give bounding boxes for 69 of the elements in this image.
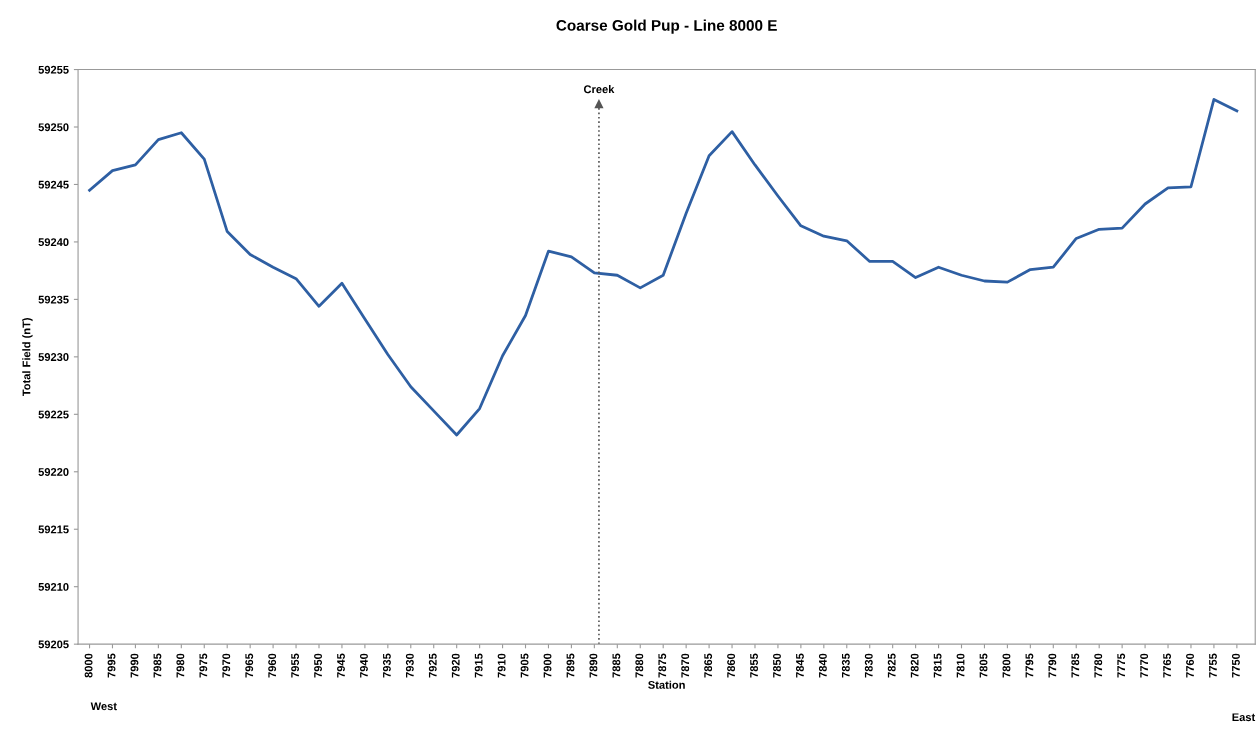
y-tick-label: 59240	[38, 238, 69, 247]
y-tick-label: 59255	[38, 65, 69, 74]
x-tick-label: 7805	[979, 653, 988, 678]
x-tick-label: 7900	[543, 653, 552, 678]
line-series	[88, 98, 1239, 437]
y-tick-label: 59210	[38, 582, 69, 591]
x-tick-label: 7870	[681, 653, 690, 678]
x-tick-label: 7760	[1186, 653, 1194, 678]
ref-line-label: Creek	[583, 85, 615, 94]
x-tick-label: 7865	[704, 653, 713, 678]
x-tick-label: 7895	[566, 653, 575, 678]
x-tick-label: 7800	[1002, 653, 1011, 678]
x-tick-label: 7915	[474, 653, 483, 678]
x-tick-label: 7950	[314, 653, 322, 678]
x-tick-label: 7840	[818, 653, 827, 678]
x-tick-label: 7995	[107, 653, 116, 678]
x-tick-label: 7790	[1048, 653, 1057, 678]
y-tick-label: 59235	[38, 295, 69, 304]
x-tick-label: 7970	[222, 653, 231, 678]
x-tick-label: 7850	[773, 653, 781, 678]
x-tick-label: 7785	[1071, 653, 1080, 678]
x-tick-label: 7810	[956, 653, 965, 678]
x-tick-label: 7940	[360, 653, 368, 678]
x-tick-label: 7780	[1094, 653, 1103, 678]
y-tick-label: 59205	[38, 640, 69, 649]
x-tick-label: 7905	[520, 653, 529, 678]
x-tick-label: 7770	[1140, 653, 1149, 678]
y-tick-label: 59230	[38, 353, 69, 361]
x-tick-label: 7825	[887, 653, 896, 678]
y-axis-title: Total Field (nT)	[22, 318, 33, 397]
text: West	[90, 702, 117, 711]
x-tick-label: 7795	[1025, 653, 1034, 678]
x-tick-label: 7845	[795, 653, 804, 678]
x-tick-label: 7910	[497, 653, 506, 678]
x-axis-title: Station	[648, 680, 685, 689]
x-tick-label: 7875	[658, 653, 667, 678]
x-tick-label: 7855	[750, 653, 758, 678]
x-tick-label: 7920	[451, 653, 460, 678]
y-tick-label: 59220	[38, 468, 69, 476]
x-tick-label: 7755	[1209, 653, 1217, 678]
x-tick-label: 7980	[176, 653, 185, 678]
y-tick-label: 59225	[38, 410, 69, 419]
x-tick-label: 7775	[1117, 653, 1126, 678]
x-tick-label: 7830	[864, 653, 873, 678]
x-tick-label: 7815	[933, 653, 942, 678]
x-tick-label: 7890	[589, 653, 598, 678]
x-tick-label: 7960	[268, 653, 277, 678]
x-tick-label: 7885	[612, 653, 621, 678]
x-tick-label: 8000	[84, 653, 93, 678]
x-tick-label: 7990	[130, 653, 139, 678]
x-tick-label: 7945	[337, 653, 345, 678]
x-tick-label: 7930	[405, 653, 414, 678]
x-tick-label: 7935	[382, 653, 391, 678]
x-tick-label: 7985	[153, 653, 162, 678]
x-tick-label: 7860	[727, 653, 736, 678]
x-tick-label: 7765	[1163, 653, 1172, 678]
x-tick-label: 7955	[291, 653, 300, 678]
x-tick-label: 7835	[841, 653, 850, 678]
x-tick-label: 7750	[1231, 653, 1240, 678]
x-tick-label: 7965	[245, 653, 254, 678]
x-tick-label: 7820	[910, 653, 919, 678]
y-tick-label: 59245	[38, 180, 69, 189]
chart-title: Coarse Gold Pup - Line 8000 E	[556, 19, 777, 34]
x-tick-label: 7975	[199, 653, 208, 678]
x-tick-label: 7925	[428, 653, 437, 678]
text: East	[1232, 713, 1256, 722]
x-tick-label: 7880	[635, 653, 644, 678]
y-tick-label: 59250	[38, 123, 69, 132]
y-tick-label: 59215	[38, 525, 69, 534]
